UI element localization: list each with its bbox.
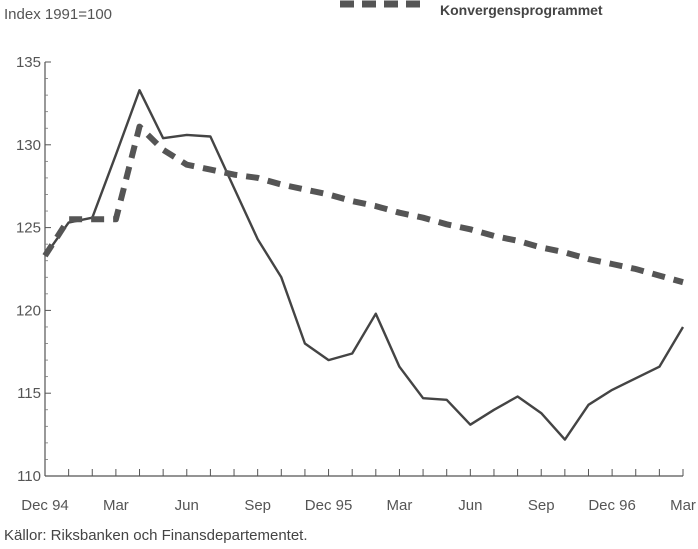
x-tick-label: Dec 95 <box>305 497 353 514</box>
legend: Konvergensprogrammet <box>340 0 603 20</box>
series-line-konvergensprogrammet <box>42 123 684 286</box>
source-note: Källor: Riksbanken och Finansdepartement… <box>4 527 308 544</box>
legend-swatch-dashed <box>340 0 422 8</box>
x-tick-label: Dec 94 <box>21 497 69 514</box>
x-tick-label: Sep <box>244 497 271 514</box>
x-tick-label: Mar <box>670 497 696 514</box>
y-tick-label-120: 120 <box>16 302 41 319</box>
x-tick-label: Sep <box>528 497 555 514</box>
y-tick-label-130: 130 <box>16 137 41 154</box>
x-tick-label: Mar <box>387 497 413 514</box>
x-tick-label: Mar <box>103 497 129 514</box>
x-tick-label: Dec 96 <box>588 497 636 514</box>
x-tick-label: Jun <box>175 497 199 514</box>
y-tick-label-125: 125 <box>16 220 41 237</box>
series-line-actual <box>44 88 685 441</box>
y-tick-label-135: 135 <box>16 54 41 71</box>
y-tick-label-115: 115 <box>17 385 41 402</box>
x-tick-label: Jun <box>458 497 482 514</box>
legend-label-konvergensprogrammet: Konvergensprogrammet <box>440 2 603 18</box>
y-axis-label: Index 1991=100 <box>4 6 113 23</box>
y-tick-label-110: 110 <box>17 468 41 485</box>
